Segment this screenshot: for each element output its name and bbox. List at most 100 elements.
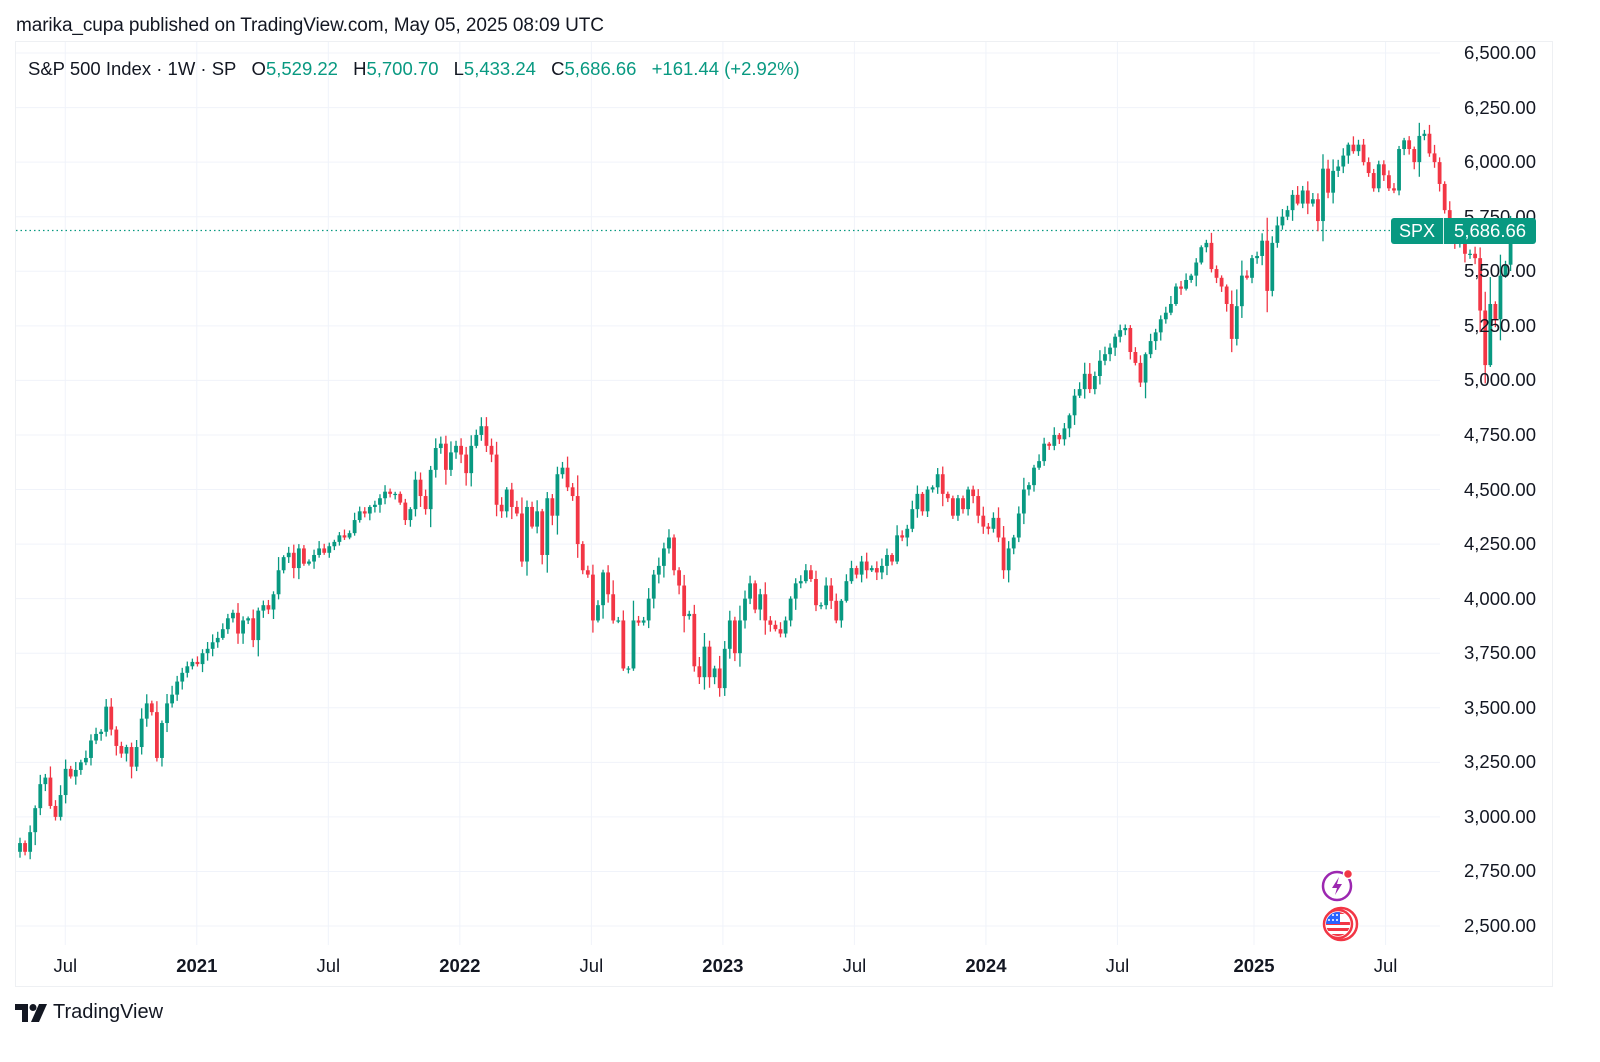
candle-down: [266, 599, 271, 615]
candle-body: [1316, 199, 1320, 222]
candle-down: [1305, 181, 1310, 215]
candle-body: [1229, 303, 1234, 339]
candle-body: [1138, 362, 1143, 383]
candle-body: [1331, 170, 1336, 193]
candle-down: [342, 529, 347, 540]
candle-up: [722, 641, 727, 696]
candle-body: [1184, 279, 1188, 289]
candle-body: [144, 703, 149, 719]
grid-lines: [16, 42, 1440, 945]
candle-body: [1295, 194, 1300, 204]
candle-down: [1245, 270, 1249, 280]
candle-body: [1392, 188, 1396, 191]
candle-body: [991, 517, 996, 529]
candle-body: [925, 489, 930, 512]
candle-body: [1098, 360, 1102, 377]
candle-body: [109, 706, 114, 730]
candle-body: [38, 784, 43, 809]
candle-down: [986, 523, 991, 535]
candle-body: [1346, 144, 1351, 156]
candle-body: [1351, 144, 1356, 152]
candle-down: [874, 561, 879, 581]
candle-up: [378, 494, 382, 513]
candle-up: [798, 575, 803, 589]
candle-body: [950, 498, 955, 516]
candle-down: [1412, 146, 1417, 170]
candle-down: [484, 417, 489, 452]
x-tick-label: 2022: [439, 955, 481, 976]
high-label: H: [353, 58, 367, 79]
candle-up: [1270, 236, 1275, 297]
candle-up: [1290, 190, 1295, 221]
candle-down: [1214, 265, 1219, 284]
candle-down: [459, 438, 463, 464]
candle-up: [646, 588, 651, 629]
candle-body: [236, 612, 240, 634]
candle-down: [1219, 275, 1224, 292]
candle-down: [1427, 124, 1432, 157]
candle-down: [1047, 441, 1052, 450]
candle-down: [829, 578, 834, 609]
candle-up: [1163, 306, 1168, 324]
candle-body: [1199, 247, 1204, 263]
candle-up: [307, 559, 311, 566]
tradingview-logo[interactable]: TradingView: [15, 1001, 163, 1024]
flash-news-icon[interactable]: [1320, 867, 1356, 903]
candle-body: [809, 570, 813, 579]
candle-up: [327, 542, 332, 558]
candle-up: [925, 486, 930, 517]
candle-down: [1493, 301, 1498, 328]
us-flag-event-icon[interactable]: [1320, 905, 1360, 943]
candle-up: [438, 436, 443, 454]
candle-down: [1407, 136, 1412, 155]
candle-body: [23, 843, 27, 852]
candle-body: [535, 511, 540, 527]
candle-body: [1310, 199, 1315, 204]
candle-up: [1346, 142, 1351, 164]
candle-down: [418, 472, 423, 507]
candle-body: [1265, 240, 1270, 291]
candle-down: [636, 615, 641, 626]
candle-up: [885, 548, 889, 576]
candle-body: [317, 548, 322, 555]
candle-body: [479, 426, 484, 435]
candle-body: [981, 515, 986, 527]
candle-body: [1285, 210, 1290, 217]
candle-body: [616, 620, 621, 622]
candle-body: [540, 511, 545, 555]
candle-body: [1245, 275, 1249, 278]
candle-body: [697, 666, 702, 678]
candle-up: [1331, 159, 1336, 204]
candle-up: [1336, 159, 1341, 178]
candle-up: [1498, 254, 1503, 341]
candle-body: [743, 598, 747, 621]
candle-body: [651, 574, 656, 599]
candle-up: [1118, 324, 1123, 343]
candle-body: [1463, 236, 1467, 254]
candle-up: [1168, 296, 1173, 316]
candle-body: [464, 454, 469, 474]
candle-body: [1280, 216, 1285, 226]
candle-body: [1483, 310, 1488, 366]
candle-body: [449, 452, 453, 470]
candle-up: [626, 666, 631, 674]
candle-down: [550, 494, 555, 526]
candle-body: [1113, 336, 1118, 348]
candle-down: [996, 507, 1001, 543]
candle-body: [971, 489, 976, 497]
candle-down: [940, 466, 945, 507]
candle-body: [641, 620, 646, 623]
candle-up: [78, 759, 83, 775]
candle-down: [621, 610, 626, 671]
candle-up: [1067, 413, 1072, 438]
candle-up: [1027, 482, 1031, 496]
candle-body: [1103, 354, 1107, 361]
candle-up: [758, 588, 763, 621]
low-value: 5,433.24: [463, 58, 536, 79]
candle-body: [1488, 303, 1493, 366]
candle-body: [205, 648, 210, 654]
candle-body: [438, 443, 443, 449]
x-tick-label: Jul: [1105, 955, 1130, 976]
candle-body: [722, 648, 727, 689]
